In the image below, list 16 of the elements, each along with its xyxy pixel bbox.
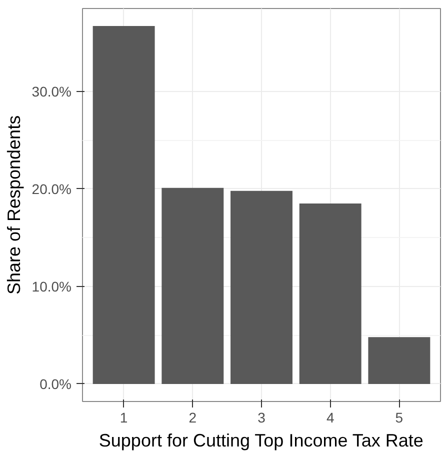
y-tick-label: 10.0% — [32, 278, 72, 294]
x-tick-label: 5 — [395, 410, 404, 426]
x-tick-label: 1 — [120, 410, 128, 426]
y-tick-label: 20.0% — [32, 180, 72, 197]
y-tick-label: 0.0% — [40, 376, 72, 392]
bar — [230, 190, 292, 384]
x-tick-label: 4 — [326, 410, 334, 426]
bar — [368, 337, 430, 384]
bar — [92, 26, 155, 384]
x-tick-label: 2 — [188, 410, 197, 426]
x-tick-label: 3 — [258, 410, 266, 426]
y-tick-label: 30.0% — [32, 83, 72, 100]
y-axis-title: Share of Respondents — [4, 115, 24, 295]
bar — [162, 188, 224, 384]
x-axis-title: Support for Cutting Top Income Tax Rate — [98, 430, 424, 450]
bar — [299, 204, 362, 384]
